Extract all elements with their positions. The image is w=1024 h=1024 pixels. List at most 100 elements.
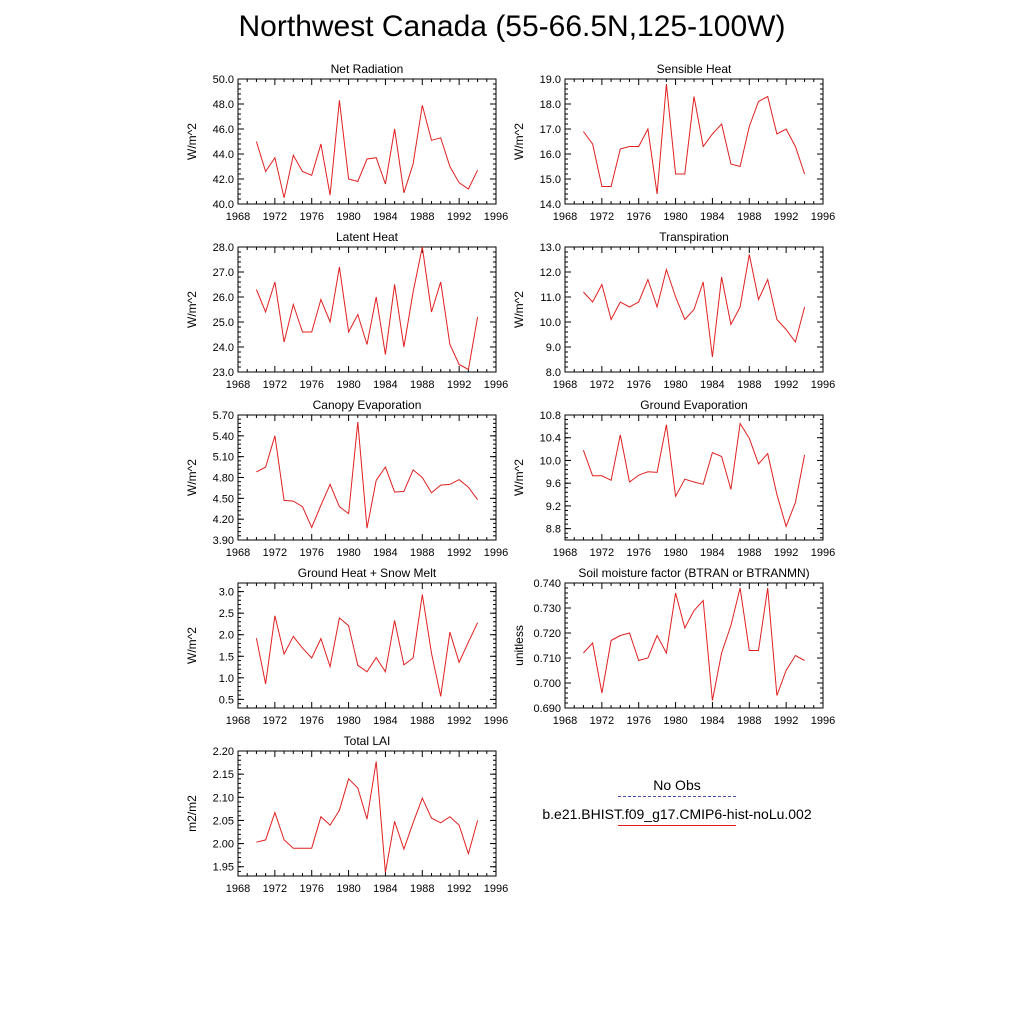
y-tick-label: 5.40 bbox=[213, 431, 234, 443]
x-tick-label: 1968 bbox=[226, 211, 250, 223]
x-tick-label: 1996 bbox=[811, 715, 835, 727]
y-tick-label: 2.10 bbox=[213, 792, 234, 804]
x-tick-label: 1980 bbox=[663, 379, 687, 391]
x-tick-label: 1976 bbox=[299, 379, 323, 391]
panel-6: Ground Evaporation W/m^2 1968 1972 1976 1980 1… bbox=[512, 398, 835, 559]
y-tick-label: 28.0 bbox=[213, 242, 234, 254]
y-tick-label: 10.4 bbox=[540, 433, 561, 445]
x-tick-label: 1988 bbox=[737, 547, 761, 559]
x-tick-label: 1968 bbox=[226, 379, 250, 391]
y-tick-label: 10.8 bbox=[540, 410, 561, 422]
y-axis-label: m2/m2 bbox=[185, 795, 199, 832]
x-tick-label: 1976 bbox=[299, 883, 323, 895]
x-tick-label: 1988 bbox=[410, 211, 434, 223]
y-tick-label: 2.05 bbox=[213, 815, 234, 827]
x-tick-label: 1972 bbox=[590, 379, 614, 391]
x-tick-label: 1976 bbox=[299, 547, 323, 559]
y-axis-label: W/m^2 bbox=[512, 123, 526, 160]
x-tick-label: 1992 bbox=[447, 211, 471, 223]
x-tick-label: 1996 bbox=[811, 211, 835, 223]
x-tick-label: 1976 bbox=[626, 379, 650, 391]
y-tick-label: 2.20 bbox=[213, 746, 234, 758]
x-tick-label: 1988 bbox=[410, 883, 434, 895]
x-tick-label: 1980 bbox=[336, 883, 360, 895]
x-tick-label: 1984 bbox=[373, 211, 397, 223]
y-tick-label: 0.700 bbox=[533, 678, 561, 690]
x-tick-label: 1980 bbox=[336, 547, 360, 559]
x-tick-label: 1968 bbox=[553, 379, 577, 391]
x-tick-label: 1976 bbox=[626, 715, 650, 727]
panel-8: Soil moisture factor (BTRAN or BTRANMN) u… bbox=[512, 566, 835, 727]
x-tick-label: 1968 bbox=[553, 715, 577, 727]
y-tick-label: 16.0 bbox=[540, 149, 561, 161]
y-tick-label: 19.0 bbox=[540, 74, 561, 86]
legend: No Obs b.e21.BHIST.f09_g17.CMIP6-hist-no… bbox=[532, 776, 822, 834]
series-line-1 bbox=[255, 100, 479, 198]
x-tick-label: 1988 bbox=[737, 211, 761, 223]
panel-7: Ground Heat + Snow Melt W/m^2 1968 1972 1976… bbox=[185, 566, 508, 727]
panel-9: Total LAI m2/m2 1968 1972 1976 1980 1984 1988 19… bbox=[185, 734, 508, 895]
x-tick-label: 1968 bbox=[226, 883, 250, 895]
y-tick-label: 15.0 bbox=[540, 174, 561, 186]
x-tick-label: 1988 bbox=[737, 379, 761, 391]
x-tick-label: 1984 bbox=[373, 547, 397, 559]
y-tick-label: 12.0 bbox=[540, 267, 561, 279]
legend-swatch-model bbox=[618, 825, 736, 826]
y-axis-label: W/m^2 bbox=[512, 291, 526, 328]
x-tick-label: 1980 bbox=[663, 547, 687, 559]
series-line-1 bbox=[256, 421, 479, 529]
x-tick-label: 1996 bbox=[484, 379, 508, 391]
y-axis-label: unitless bbox=[512, 625, 526, 666]
series-line-1 bbox=[256, 761, 479, 873]
y-tick-label: 0.710 bbox=[533, 653, 561, 665]
y-tick-label: 1.95 bbox=[213, 862, 234, 874]
x-tick-label: 1992 bbox=[774, 211, 798, 223]
x-tick-label: 1996 bbox=[811, 547, 835, 559]
x-tick-label: 1980 bbox=[336, 211, 360, 223]
y-tick-label: 5.10 bbox=[213, 452, 234, 464]
y-tick-label: 9.0 bbox=[546, 342, 561, 354]
panel-title: Sensible Heat bbox=[657, 62, 732, 76]
y-axis-label: W/m^2 bbox=[185, 123, 199, 160]
y-tick-label: 26.0 bbox=[213, 292, 234, 304]
panel-title: Transpiration bbox=[659, 230, 729, 244]
y-tick-label: 42.0 bbox=[213, 174, 234, 186]
y-tick-label: 27.0 bbox=[213, 267, 234, 279]
x-tick-label: 1976 bbox=[626, 547, 650, 559]
y-tick-label: 44.0 bbox=[213, 149, 234, 161]
panel-frame bbox=[237, 582, 497, 709]
x-tick-label: 1992 bbox=[447, 547, 471, 559]
page-title: Northwest Canada (55-66.5N,125-100W) bbox=[238, 10, 786, 43]
x-tick-label: 1988 bbox=[737, 715, 761, 727]
panel-5: Canopy Evaporation W/m^2 1968 1972 1976 1980 1… bbox=[185, 398, 508, 559]
x-tick-label: 1984 bbox=[700, 211, 724, 223]
y-tick-label: 0.720 bbox=[533, 628, 561, 640]
panel-1: Net Radiation W/m^2 1968 1972 1976 1980 1984 19… bbox=[185, 62, 508, 223]
panel-frame bbox=[564, 582, 824, 709]
x-tick-label: 1992 bbox=[447, 379, 471, 391]
y-tick-label: 1.5 bbox=[219, 651, 234, 663]
x-tick-label: 1984 bbox=[373, 715, 397, 727]
y-tick-label: 0.690 bbox=[533, 703, 561, 715]
x-tick-label: 1992 bbox=[447, 883, 471, 895]
x-tick-label: 1968 bbox=[226, 715, 250, 727]
x-tick-label: 1984 bbox=[373, 883, 397, 895]
series-line-1 bbox=[583, 254, 806, 358]
y-axis-label: W/m^2 bbox=[185, 627, 199, 664]
y-tick-label: 2.15 bbox=[213, 769, 234, 781]
panel-frame bbox=[237, 78, 497, 205]
series-line-1 bbox=[255, 594, 479, 697]
panel-title: Latent Heat bbox=[336, 230, 399, 244]
x-tick-label: 1968 bbox=[226, 547, 250, 559]
y-axis-label: W/m^2 bbox=[185, 291, 199, 328]
panel-4: Transpiration W/m^2 1968 1972 1976 1980 1984 19… bbox=[512, 230, 835, 391]
y-tick-label: 10.0 bbox=[540, 317, 561, 329]
x-tick-label: 1996 bbox=[484, 547, 508, 559]
y-tick-label: 14.0 bbox=[540, 199, 561, 211]
panel-frame bbox=[237, 750, 497, 877]
x-tick-label: 1972 bbox=[590, 211, 614, 223]
legend-label-obs: No Obs bbox=[653, 777, 701, 793]
x-tick-label: 1972 bbox=[263, 379, 287, 391]
y-tick-label: 13.0 bbox=[540, 242, 561, 254]
